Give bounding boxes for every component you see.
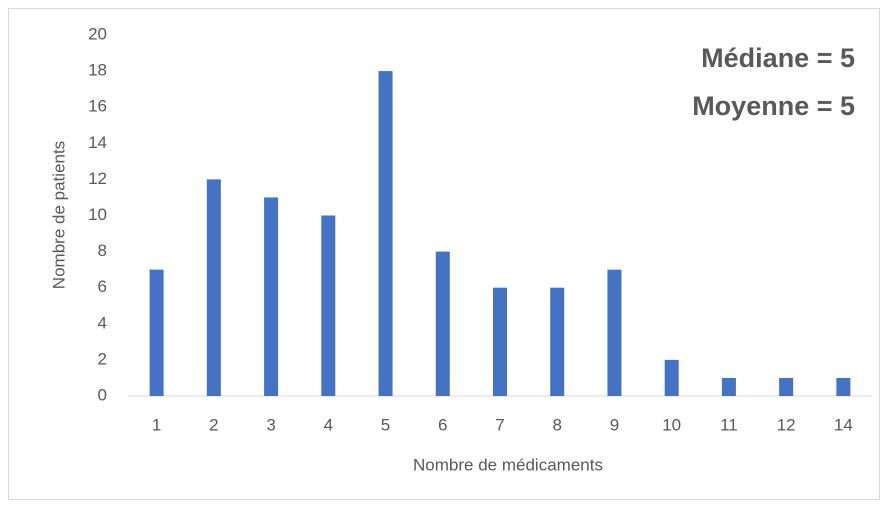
x-tick-label: 6 [438, 415, 447, 434]
y-tick-label: 14 [88, 133, 107, 152]
x-tick-label: 3 [266, 415, 275, 434]
x-tick-label: 12 [777, 415, 796, 434]
bar [607, 269, 622, 396]
y-tick-label: 10 [88, 205, 107, 224]
bar [264, 197, 279, 396]
y-tick-label: 18 [88, 61, 107, 80]
x-axis-title: Nombre de médicaments [413, 455, 603, 474]
x-tick-label: 5 [381, 415, 390, 434]
x-tick-label: 1 [152, 415, 161, 434]
annotation: Médiane = 5 [701, 43, 855, 73]
bar [721, 377, 736, 396]
bar [206, 179, 221, 396]
y-tick-label: 4 [98, 313, 107, 332]
x-tick-label: 7 [495, 415, 504, 434]
bar [779, 377, 794, 396]
x-tick-label: 9 [610, 415, 619, 434]
annotation: Moyenne = 5 [692, 91, 855, 121]
x-tick-label: 11 [720, 415, 738, 434]
y-axis-title: Nombre de patients [49, 141, 68, 289]
bar [149, 269, 164, 396]
bar [550, 287, 565, 396]
bar [378, 71, 393, 396]
bar [435, 251, 450, 396]
x-tick-label: 10 [662, 415, 681, 434]
y-tick-label: 0 [98, 385, 107, 404]
bar [664, 359, 679, 396]
y-tick-label: 8 [98, 241, 107, 260]
y-tick-label: 20 [88, 24, 107, 43]
y-tick-label: 6 [98, 277, 107, 296]
bar [321, 215, 336, 396]
bar [493, 287, 507, 396]
x-tick-label: 4 [324, 415, 333, 434]
x-tick-label: 2 [209, 415, 218, 434]
y-tick-label: 2 [98, 349, 107, 368]
x-tick-label: 14 [834, 415, 853, 434]
x-tick-label: 8 [552, 415, 561, 434]
y-tick-label: 16 [88, 97, 107, 116]
y-tick-label: 12 [88, 169, 107, 188]
bar [836, 377, 851, 396]
